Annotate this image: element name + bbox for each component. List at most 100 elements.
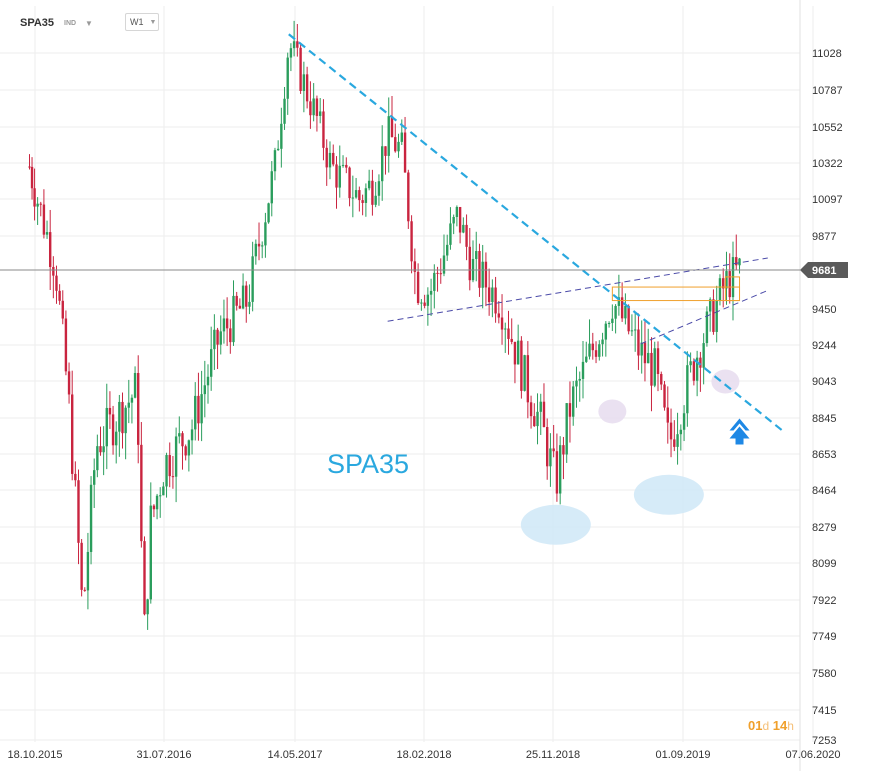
- candle-body: [407, 172, 410, 222]
- candle-body: [624, 305, 627, 319]
- candle-body: [264, 222, 267, 246]
- candle-body: [555, 451, 559, 494]
- candle-body: [381, 146, 384, 182]
- candle-body: [276, 148, 280, 151]
- candle-body: [140, 444, 143, 542]
- candle-body: [152, 505, 156, 510]
- candle-body: [48, 232, 52, 267]
- y-tick-label: 7922: [812, 595, 836, 607]
- y-tick-label: 7253: [812, 735, 836, 747]
- candle-body: [190, 429, 194, 441]
- timeframe-selector[interactable]: W1 ▼: [125, 13, 159, 31]
- candle-body: [620, 297, 624, 319]
- chart-watermark: SPA35: [327, 449, 409, 479]
- candle-body: [364, 188, 368, 203]
- candle-body: [633, 329, 637, 331]
- candle-body: [526, 355, 530, 403]
- candle-body: [504, 328, 507, 330]
- candle-body: [299, 47, 302, 91]
- candle-body: [536, 411, 539, 427]
- candle-body: [30, 166, 34, 189]
- candle-body: [397, 141, 400, 152]
- candle-body: [491, 287, 494, 303]
- candle-body: [28, 166, 31, 168]
- current-price-label: 9681: [812, 265, 836, 277]
- candle-body: [545, 427, 549, 467]
- candle-body: [578, 378, 581, 381]
- candle-body: [529, 402, 533, 417]
- candle-body: [305, 74, 309, 102]
- candle-body: [64, 318, 68, 372]
- symbol-label[interactable]: SPA35: [20, 17, 55, 29]
- timer-hours-unit: h: [787, 719, 794, 733]
- candle-body: [89, 484, 93, 552]
- candle-body: [627, 305, 630, 332]
- candle-body: [280, 123, 283, 149]
- channel-line: [387, 257, 768, 322]
- candle-body: [374, 195, 377, 205]
- candle-body: [630, 330, 634, 332]
- downtrend-line: [288, 33, 783, 432]
- candle-body: [705, 311, 709, 344]
- candle-body: [581, 361, 585, 379]
- candle-body: [133, 373, 137, 398]
- candle-body: [449, 223, 452, 245]
- candle-body: [455, 206, 459, 217]
- candle-body: [254, 243, 258, 257]
- candle-body: [322, 111, 325, 148]
- candle-body: [695, 357, 699, 381]
- candle-body: [83, 589, 86, 591]
- candle-body: [86, 551, 90, 591]
- candle-body: [656, 348, 660, 375]
- candle-body: [510, 338, 513, 342]
- candle-body: [309, 101, 312, 116]
- candle-body: [361, 200, 364, 203]
- candle-body: [318, 111, 322, 116]
- candle-body: [594, 350, 598, 357]
- y-tick-label: 7580: [812, 668, 836, 680]
- candle-body: [124, 407, 127, 434]
- y-tick-label: 8845: [812, 413, 836, 425]
- retest-highlight: [598, 399, 627, 424]
- candle-body: [162, 486, 165, 496]
- candle-body: [533, 416, 536, 427]
- candle-body: [358, 190, 361, 201]
- resistance-box: [724, 276, 741, 302]
- candle-body: [725, 271, 728, 289]
- candle-body: [643, 342, 647, 364]
- candle-body: [74, 473, 77, 481]
- candle-body: [159, 495, 162, 497]
- y-tick-label: 8653: [812, 449, 836, 461]
- candle-body: [137, 373, 140, 445]
- candle-body: [682, 413, 686, 430]
- candle-body: [325, 147, 328, 168]
- candle-body: [283, 98, 286, 124]
- candle-body: [520, 340, 523, 391]
- candle-body: [539, 401, 542, 412]
- candle-body: [481, 261, 484, 288]
- candle-body: [462, 224, 465, 233]
- candle-body: [184, 446, 187, 456]
- candle-body: [36, 203, 39, 207]
- candle-body: [181, 433, 184, 447]
- candle-body: [484, 261, 488, 288]
- candle-body: [439, 273, 442, 275]
- candle-body: [426, 294, 430, 306]
- candle-body: [487, 287, 491, 303]
- candle-body: [702, 343, 705, 368]
- candle-body: [332, 152, 335, 165]
- candle-body: [67, 371, 71, 395]
- price-axis: 11028 10787 10552 10322 10097 9877 9450 9244 904…: [0, 48, 848, 747]
- chart-grid: [0, 0, 814, 771]
- candle-body: [394, 137, 397, 152]
- candle-body: [338, 165, 341, 188]
- candle-body: [70, 394, 74, 474]
- chevron-down-icon: ▼: [149, 18, 157, 26]
- instrument-dropdown-icon[interactable]: ▼: [85, 18, 93, 28]
- timer-days: 01: [748, 718, 763, 733]
- candle-body: [115, 431, 118, 446]
- candle-body: [99, 446, 102, 453]
- x-tick-label: 18.02.2018: [396, 749, 451, 761]
- candle-body: [400, 132, 403, 142]
